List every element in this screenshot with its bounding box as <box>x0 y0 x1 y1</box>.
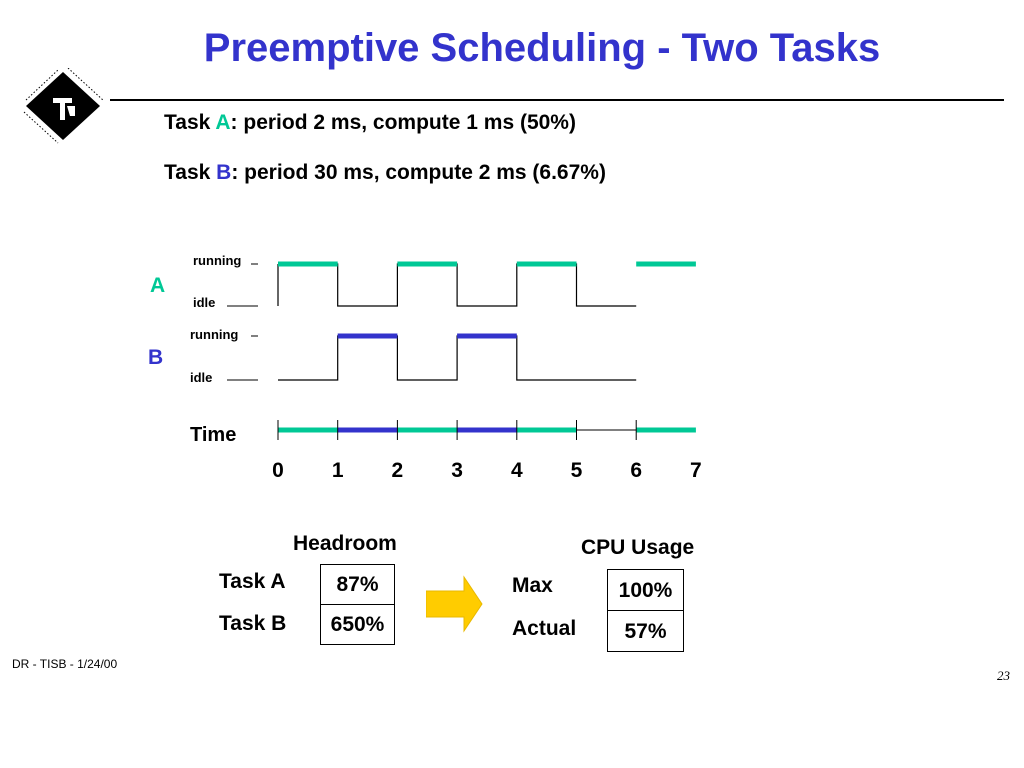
right-arrow-icon <box>425 575 484 633</box>
time-tick-label-4: 4 <box>511 459 523 482</box>
row-a-label: A <box>150 274 166 297</box>
cpu-row-label-actual: Actual <box>512 617 577 640</box>
timing-diagram: 0 1 2 3 4 5 6 7 <box>227 261 702 482</box>
cpu-usage-title: CPU Usage <box>581 536 695 559</box>
time-axis-label: Time <box>190 424 237 446</box>
headroom-row-label-b: Task B <box>219 612 287 635</box>
cpu-value-actual: 57% <box>607 610 684 652</box>
task-b-waveform <box>278 335 637 381</box>
time-tick-label-0: 0 <box>272 459 284 482</box>
time-tick-label-3: 3 <box>451 459 463 482</box>
cpu-row-label-max: Max <box>512 574 553 597</box>
row-a-running-label: running <box>193 253 242 268</box>
task-a-description: Task A: period 2 ms, compute 1 ms (50%) <box>164 111 576 135</box>
time-tick-label-7: 7 <box>690 459 702 482</box>
task-b-prefix: Task <box>164 161 217 184</box>
page-number: 23 <box>997 668 1010 683</box>
task-a-detail: : period 2 ms, compute 1 ms (50%) <box>230 111 576 134</box>
headroom-title: Headroom <box>293 532 397 555</box>
row-b-idle-label: idle <box>190 370 213 385</box>
ti-logo <box>20 67 106 144</box>
task-a-prefix: Task <box>164 111 216 134</box>
row-a-idle-label: idle <box>193 295 216 310</box>
time-tick-label-6: 6 <box>630 459 642 482</box>
time-tick-label-1: 1 <box>332 459 344 482</box>
task-b-detail: : period 30 ms, compute 2 ms (6.67%) <box>231 161 606 184</box>
task-b-description: Task B: period 30 ms, compute 2 ms (6.67… <box>164 161 606 185</box>
task-a-letter: A <box>215 111 231 134</box>
title-divider <box>110 99 1004 101</box>
cpu-value-max: 100% <box>607 569 684 611</box>
headroom-row-label-a: Task A <box>219 570 286 593</box>
time-tick-label-2: 2 <box>392 459 404 482</box>
slide-title: Preemptive Scheduling - Two Tasks <box>203 26 881 70</box>
row-b-running-label: running <box>190 327 239 342</box>
row-b-label: B <box>148 346 164 369</box>
task-a-waveform <box>278 263 637 307</box>
time-tick-label-5: 5 <box>571 459 583 482</box>
headroom-value-a: 87% <box>320 564 395 605</box>
headroom-value-b: 650% <box>320 604 395 645</box>
footer-text: DR - TISB - 1/24/00 <box>12 657 118 671</box>
task-b-letter: B <box>216 161 232 184</box>
